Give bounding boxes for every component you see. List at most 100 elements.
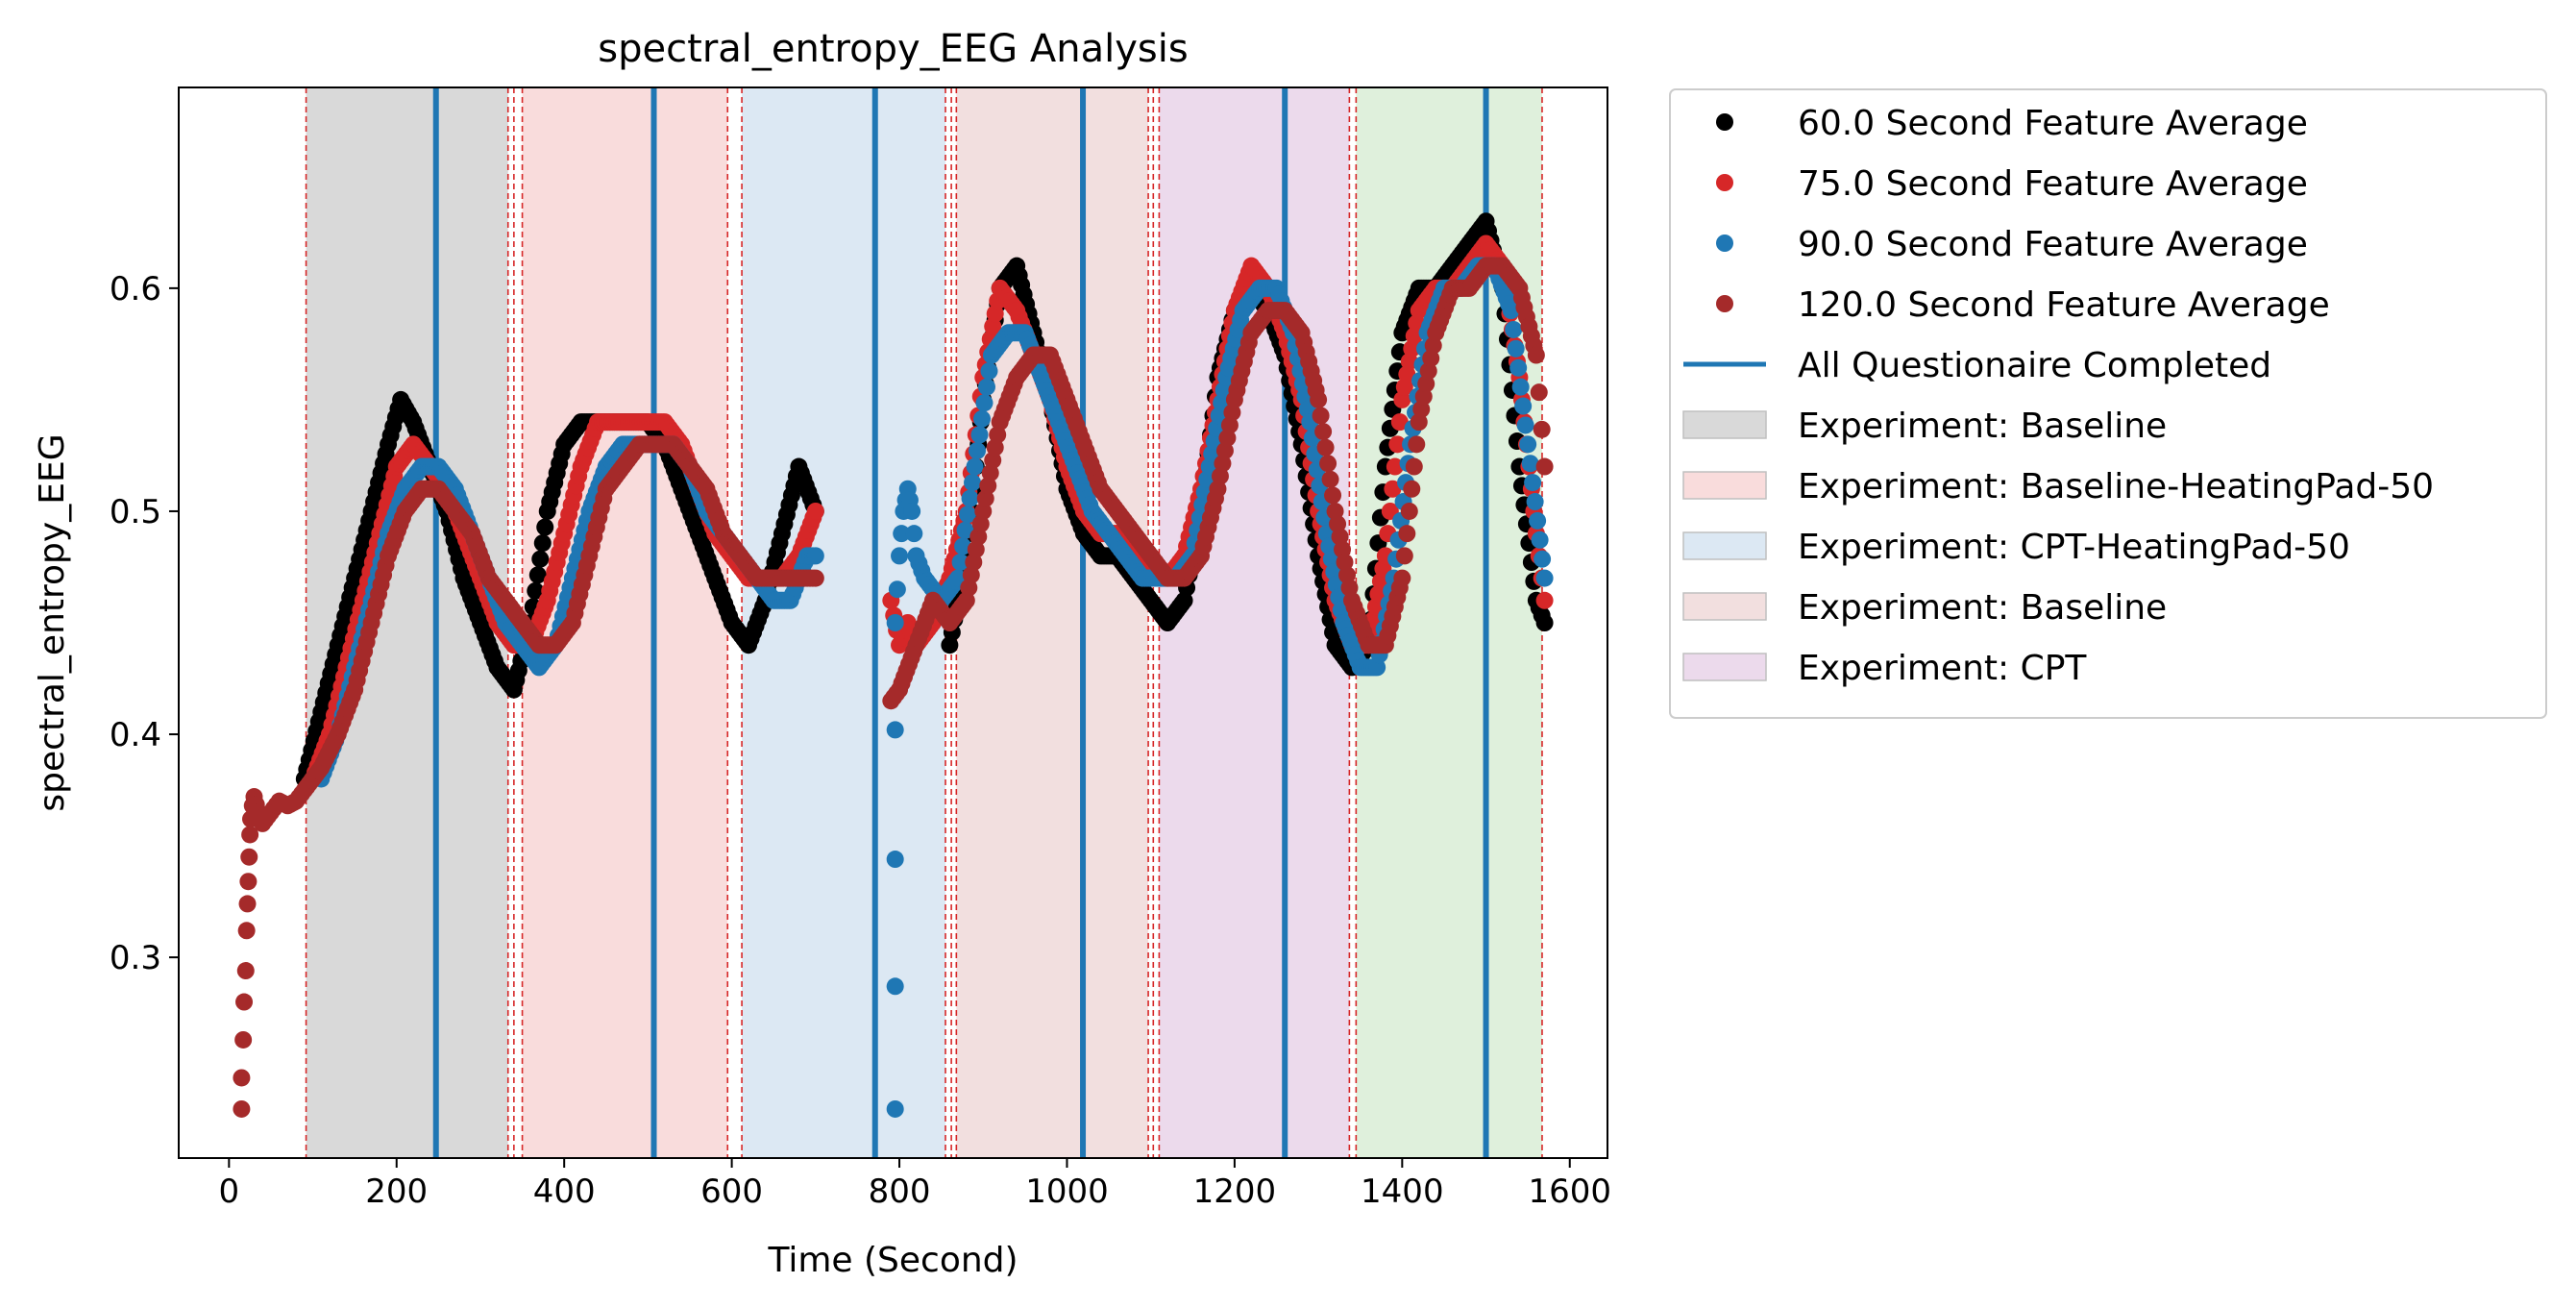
point-2-35 — [886, 614, 904, 631]
point-2-39 — [903, 502, 921, 520]
point-2-43-1 — [951, 554, 969, 572]
point-0-14-6 — [536, 518, 554, 536]
questionnaire-lines — [432, 87, 1489, 1158]
point-2-77-2 — [1524, 474, 1542, 492]
point-3-82 — [1393, 569, 1411, 587]
point-3-1 — [233, 1069, 251, 1087]
point-3-9 — [241, 826, 259, 844]
point-3-7 — [239, 873, 258, 891]
point-2-44-3 — [973, 409, 992, 428]
legend-label-6: Experiment: Baseline-HeatingPad-50 — [1798, 467, 2434, 506]
legend-marker-9 — [1682, 653, 1767, 681]
point-2-44-4 — [975, 394, 994, 412]
point-3-50 — [806, 569, 824, 587]
experiment-span-4 — [1159, 87, 1350, 1158]
point-3-0 — [233, 1099, 251, 1118]
y-tick-label-1: 0.4 — [110, 716, 161, 754]
point-3-90-1 — [1530, 383, 1548, 402]
point-0-14-3 — [528, 566, 547, 584]
legend: 60.0 Second Feature Average 75.0 Second F… — [1669, 88, 2547, 719]
legend-box — [1669, 88, 2547, 719]
point-2-32 — [886, 977, 904, 996]
point-3-8 — [240, 848, 258, 866]
point-2-76-6 — [1516, 416, 1534, 434]
point-1-72 — [1535, 591, 1554, 609]
legend-marker-5 — [1682, 410, 1767, 439]
point-2-77-4 — [1529, 511, 1547, 530]
legend-label-7: Experiment: CPT-HeatingPad-50 — [1798, 528, 2350, 567]
point-1-62-3 — [1384, 480, 1402, 498]
x-tick-label-3: 600 — [700, 1172, 763, 1211]
legend-marker-3 — [1716, 295, 1733, 312]
point-2-77-6 — [1533, 550, 1552, 568]
point-2-44-6 — [980, 362, 998, 381]
point-3-77-3 — [1316, 438, 1335, 457]
point-2-77 — [1519, 435, 1537, 454]
point-1-62-6 — [1390, 413, 1409, 432]
point-3-82-1 — [1395, 547, 1413, 565]
point-2-44-2 — [970, 426, 989, 444]
point-3-82-4 — [1403, 480, 1421, 498]
y-tick-label-3: 0.6 — [110, 270, 161, 308]
point-2-43-2 — [954, 537, 972, 555]
point-2-35-1 — [888, 580, 906, 599]
point-2-76-3 — [1509, 358, 1528, 377]
point-2-76 — [1502, 302, 1520, 320]
axes: 0 200 400 600 800 1000 1200 1400 1600 0.3 0.4 0.5 0.… — [110, 86, 1611, 1211]
series-3 — [233, 257, 1554, 1118]
legend-marker-6 — [1682, 471, 1767, 500]
legend-label-4: All Questionaire Completed — [1798, 346, 2271, 385]
boundary-lines — [305, 87, 1543, 1158]
point-2-76-2 — [1507, 339, 1525, 358]
point-2-44-5 — [977, 378, 995, 396]
legend-marker-8 — [1682, 592, 1767, 621]
point-3-2 — [234, 1030, 253, 1049]
point-2-31 — [886, 1099, 904, 1118]
legend-label-2: 90.0 Second Feature Average — [1798, 225, 2308, 264]
point-2-39-1 — [905, 525, 923, 543]
point-3-3 — [235, 993, 254, 1011]
y-tick-label-0: 0.3 — [110, 939, 161, 977]
legend-label-0: 60.0 Second Feature Average — [1798, 104, 2308, 143]
y-tick-label-2: 0.5 — [110, 493, 161, 531]
point-0-14-5 — [533, 534, 552, 553]
point-3-77-1 — [1312, 407, 1330, 425]
plot-frame — [178, 86, 1608, 1159]
point-0-14-4 — [531, 550, 550, 568]
point-1-30 — [806, 502, 824, 520]
legend-label-9: Experiment: CPT — [1798, 649, 2087, 688]
point-1-62-4 — [1386, 457, 1404, 476]
experiment-span-3 — [956, 87, 1149, 1158]
data-points — [233, 212, 1554, 1118]
legend-marker-7 — [1682, 531, 1767, 560]
x-tick-label-8: 1600 — [1528, 1172, 1611, 1211]
legend-label-1: 75.0 Second Feature Average — [1798, 164, 2308, 204]
point-2-76-1 — [1505, 320, 1523, 338]
point-2-78 — [1535, 569, 1554, 587]
point-0-14-2 — [527, 581, 545, 600]
legend-label-8: Experiment: Baseline — [1798, 588, 2167, 628]
legend-label-5: Experiment: Baseline — [1798, 407, 2167, 446]
point-2-36-1 — [893, 525, 911, 543]
chart-title: spectral_entropy_EEG Analysis — [598, 27, 1188, 71]
point-3-5 — [237, 922, 256, 940]
point-2-77-5 — [1531, 531, 1549, 549]
point-3-82-6 — [1408, 435, 1426, 454]
legend-marker-0 — [1716, 113, 1733, 131]
point-2-43-5 — [961, 489, 979, 507]
point-3-77-2 — [1314, 423, 1333, 441]
point-3-77 — [1310, 390, 1328, 408]
point-2-76-4 — [1511, 378, 1530, 396]
legend-marker-2 — [1716, 234, 1733, 252]
point-2-30 — [806, 547, 824, 565]
point-1-62-5 — [1388, 435, 1407, 454]
point-2-77-3 — [1526, 493, 1544, 511]
x-tick-label-1: 200 — [365, 1172, 428, 1211]
point-3-77-5 — [1321, 470, 1339, 488]
y-axis-label: spectral_entropy_EEG — [33, 433, 72, 811]
x-tick-label-6: 1200 — [1193, 1172, 1277, 1211]
point-2-76-5 — [1514, 397, 1533, 415]
point-3-77-4 — [1319, 455, 1337, 473]
x-tick-label-7: 1400 — [1361, 1172, 1444, 1211]
